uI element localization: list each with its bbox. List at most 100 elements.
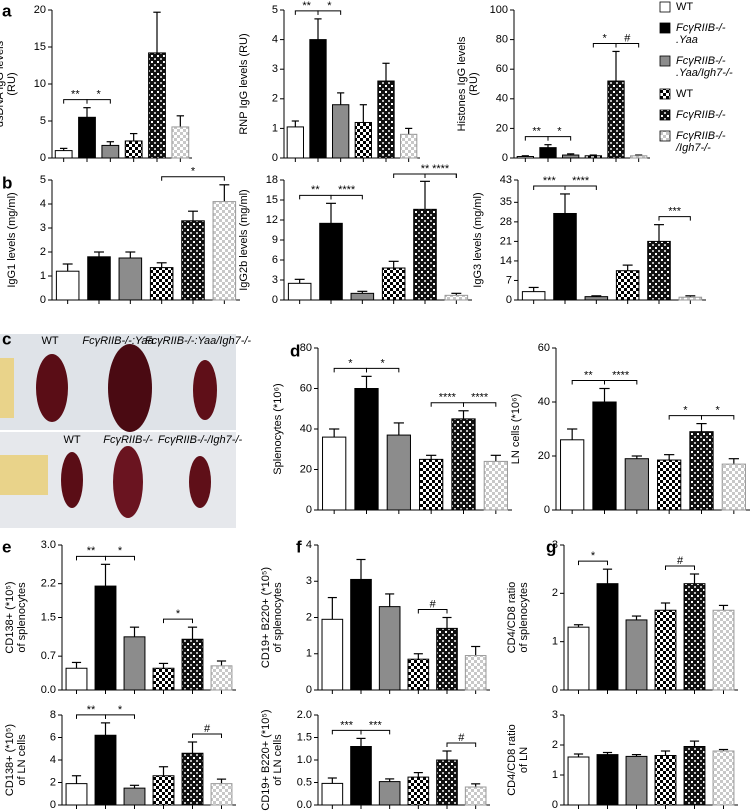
- panel-label: e: [2, 537, 11, 556]
- bar: [381, 267, 406, 301]
- significance-bracket: [615, 42, 640, 48]
- bar: [181, 220, 205, 301]
- y-tick-label: 0.0: [297, 799, 312, 811]
- photo-label: FcγRIIB-/-/Igh7-/-: [158, 434, 243, 446]
- y-tick-label: 10: [34, 78, 46, 90]
- legend-swatch: [659, 22, 671, 34]
- significance-label: *: [683, 405, 688, 417]
- bar: [596, 754, 619, 806]
- bar: [516, 156, 534, 159]
- significance-label: **: [532, 126, 541, 138]
- significance-label: *: [327, 0, 332, 12]
- significance-label: ****: [439, 392, 457, 404]
- y-tick-label: 0: [502, 152, 508, 164]
- bar: [65, 783, 88, 806]
- y-tick-label: 80: [496, 34, 508, 46]
- significance-bracket: [701, 415, 735, 420]
- y-axis-label: CD4/CD8 ratio: [506, 582, 518, 654]
- y-axis-label: Histones IgG levels: [456, 36, 468, 131]
- y-axis-label: (RU): [468, 72, 480, 95]
- spleen: [36, 354, 68, 422]
- bar: [689, 431, 714, 511]
- y-tick-label: 1: [552, 636, 558, 648]
- legend-label: .Yaa: [676, 34, 698, 46]
- y-tick-label: 40: [496, 93, 508, 105]
- y-tick-label: 5: [40, 174, 46, 186]
- bar: [350, 292, 375, 301]
- y-tick-label: 3: [272, 274, 278, 286]
- significance-label: *: [191, 166, 196, 178]
- bar: [54, 150, 73, 159]
- y-axis-label: IgG2b levels (mg/ml): [238, 189, 250, 290]
- y-axis-label: of LN cells: [272, 734, 284, 786]
- legend-label: .Yaa/Igh7-/-: [676, 67, 733, 79]
- y-tick-label: 0: [552, 799, 558, 811]
- significance-label: *: [381, 357, 386, 369]
- y-axis-label: CD138+ (*10⁵): [4, 724, 16, 796]
- significance-bracket: [105, 555, 135, 561]
- bar: [212, 201, 237, 301]
- y-tick-label: 0: [506, 294, 512, 306]
- y-tick-label: 0.0: [41, 684, 56, 696]
- significance-bracket: [547, 136, 572, 141]
- significance-bracket: [86, 99, 111, 104]
- significance-bracket: [366, 367, 400, 373]
- bar: [521, 291, 546, 301]
- y-tick-label: 0: [552, 684, 558, 696]
- y-tick-label: 2: [272, 93, 278, 105]
- bar: [607, 80, 625, 159]
- bar: [657, 459, 682, 511]
- y-tick-label: 1: [552, 769, 558, 781]
- bar: [584, 296, 609, 301]
- legend-swatch: [659, 1, 671, 13]
- bar: [101, 144, 120, 159]
- significance-bracket: [463, 402, 497, 407]
- bar: [630, 155, 648, 159]
- y-axis-label: CD19+ B220+ (*10⁵): [260, 709, 272, 810]
- significance-label: **: [302, 0, 311, 12]
- bar: [319, 222, 343, 301]
- y-axis-label: CD4/CD8 ratio: [506, 724, 518, 796]
- y-axis-label: RNP IgG levels (RU): [238, 33, 250, 134]
- chart: 0.00.71.52.23.0** **CD138+ (*10⁵) of splen…: [4, 539, 236, 696]
- spleen: [189, 456, 211, 508]
- significance-bracket: [163, 618, 193, 624]
- y-tick-label: 5: [272, 4, 278, 16]
- bar: [625, 755, 648, 806]
- bar: [625, 619, 648, 691]
- chart: 0.0 0.5 1.0 1.5 2.0 *** *** # CD19+ B220+ (*10⁵)…: [260, 709, 490, 811]
- bar: [149, 267, 174, 301]
- bar: [181, 638, 204, 691]
- y-axis-label: of LN: [518, 747, 530, 773]
- y-tick-label: 0: [544, 504, 550, 516]
- y-axis-label: IgG3 levels (mg/ml): [472, 192, 484, 287]
- y-tick-label: 3: [306, 575, 312, 587]
- bar: [55, 270, 80, 301]
- significance-bracket: [564, 185, 597, 190]
- significance-bracket: [330, 194, 363, 200]
- significance-bracket: [105, 714, 135, 719]
- legend-label: FcγRIIB-/-: [676, 22, 726, 34]
- panel-label: g: [546, 537, 556, 556]
- y-tick-label: 0.7: [41, 650, 56, 662]
- bar: [124, 140, 143, 159]
- bar: [354, 388, 379, 511]
- y-tick-label: 60: [300, 382, 312, 394]
- bar: [123, 636, 146, 691]
- significance-label: *: [557, 126, 562, 138]
- spleen: [113, 446, 143, 518]
- bar: [413, 208, 437, 301]
- significance-label: *: [591, 550, 596, 562]
- y-tick-label: 15: [34, 41, 46, 53]
- photo-panel: [0, 334, 236, 528]
- y-tick-label: 1: [306, 648, 312, 660]
- bar: [350, 746, 372, 806]
- bar: [309, 39, 327, 159]
- y-tick-label: 43: [500, 174, 512, 186]
- bar: [350, 578, 372, 691]
- bar: [152, 667, 175, 691]
- bar: [321, 782, 344, 806]
- significance-label: *: [348, 357, 353, 369]
